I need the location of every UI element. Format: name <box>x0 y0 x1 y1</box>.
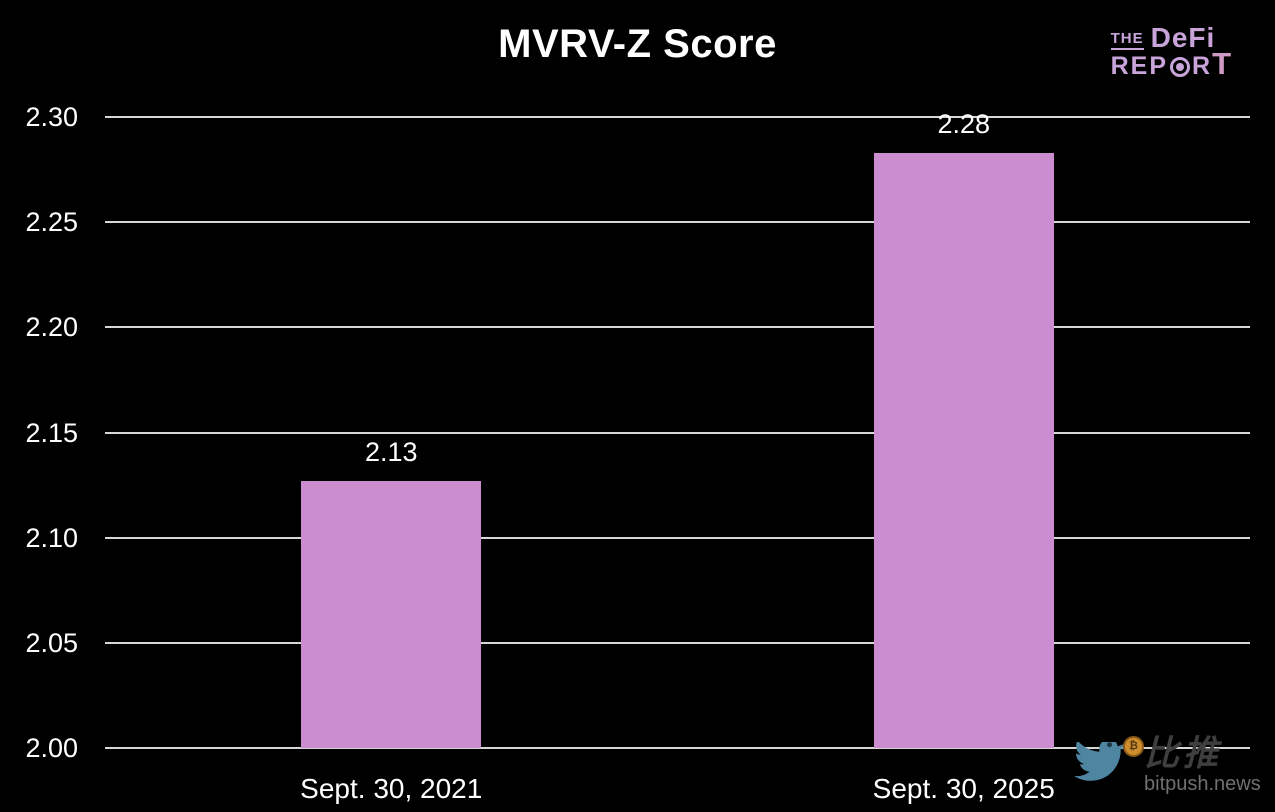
logo-defi-text: DeFi <box>1150 22 1216 53</box>
bar-value-label-1: 2.13 <box>364 436 418 467</box>
watermark-site: bitpush.news <box>1144 773 1261 795</box>
x-axis-label-2: Sept. 30, 2025 <box>872 773 1055 804</box>
y-axis-tick-label: 2.10 <box>25 522 78 553</box>
y-axis-tick-label: 2.25 <box>25 207 78 238</box>
logo-t-text: T <box>1212 46 1233 81</box>
logo-rep-text: REP <box>1110 52 1168 80</box>
bar-value-label-2: 2.28 <box>937 108 991 139</box>
defi-report-logo: THE DeFi REP R T <box>1110 22 1233 80</box>
y-axis-tick-label: 2.05 <box>25 627 78 658</box>
twitter-bird-icon: ₿ <box>1074 736 1144 796</box>
gridline <box>105 116 1250 118</box>
gridline <box>105 536 1250 539</box>
logo-the-text: THE <box>1110 31 1144 50</box>
chart-title: MVRV-Z Score <box>498 22 777 66</box>
y-axis-tick-label: 2.15 <box>25 417 78 448</box>
gridline <box>105 326 1250 329</box>
watermark-text: 比推 bitpush.news <box>1144 734 1261 796</box>
y-axis-tick-label: 2.00 <box>25 733 78 763</box>
y-axis-tick-label: 2.30 <box>25 102 78 132</box>
logo-line-2: REP R T <box>1110 48 1233 80</box>
gridline <box>105 431 1250 434</box>
gridline <box>105 221 1250 224</box>
bitcoin-coin-icon: ₿ <box>1123 736 1144 757</box>
bar-1 <box>301 480 482 748</box>
bullseye-icon <box>1170 56 1190 77</box>
logo-r-text: R <box>1192 52 1213 80</box>
x-axis-label-1: Sept. 30, 2021 <box>300 773 483 804</box>
gridline <box>105 641 1250 644</box>
bar-2 <box>873 152 1054 748</box>
y-axis-tick-label: 2.20 <box>25 312 78 343</box>
bitpush-watermark: ₿ 比推 bitpush.news <box>1074 736 1261 796</box>
logo-line-1: THE DeFi <box>1110 22 1233 53</box>
gridline <box>105 747 1250 749</box>
watermark-chinese: 比推 <box>1144 734 1223 773</box>
